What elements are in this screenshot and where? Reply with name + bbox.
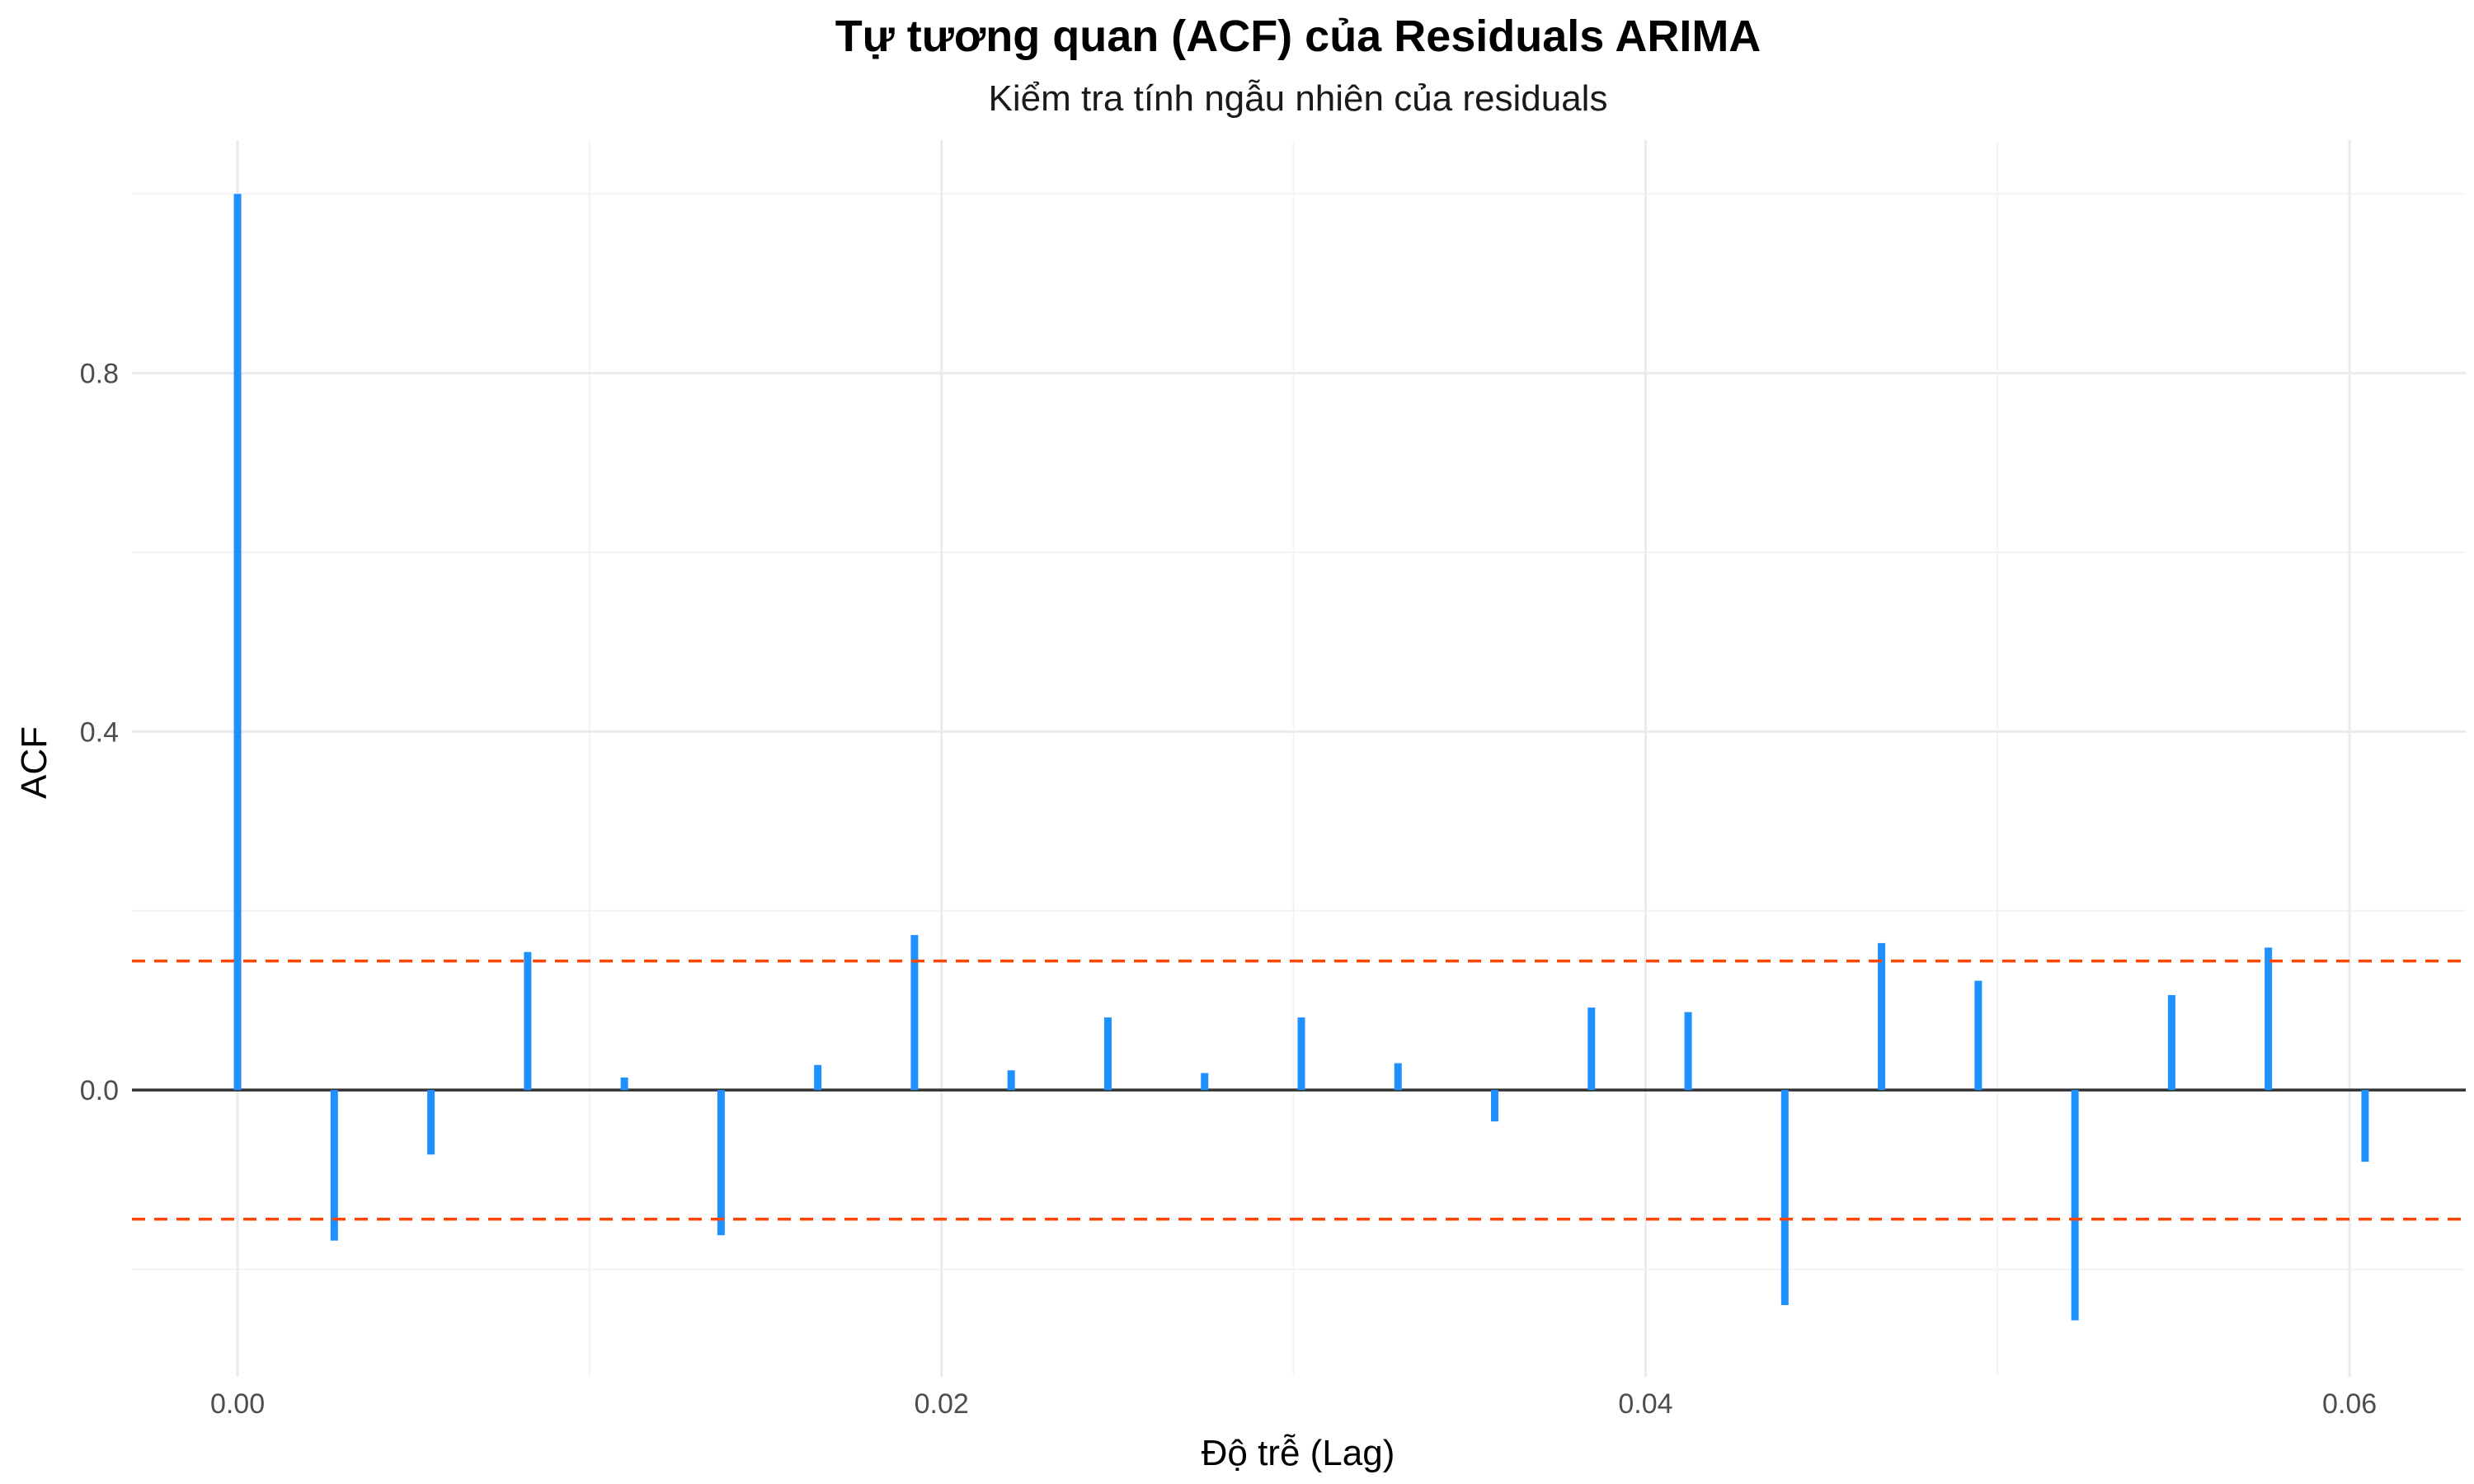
chart-subtitle: Kiểm tra tính ngẫu nhiên của residuals	[989, 78, 1608, 119]
y-tick-label: 0.8	[80, 359, 119, 390]
x-tick-label: 0.00	[210, 1388, 265, 1420]
minor-gridlines	[132, 140, 2466, 1377]
x-tick-label: 0.02	[915, 1388, 969, 1420]
x-tick-label: 0.06	[2322, 1388, 2377, 1420]
plot-area	[132, 140, 2466, 1377]
acf-bars	[233, 194, 2369, 1321]
x-axis-title: Độ trễ (Lag)	[1202, 1433, 1395, 1473]
x-axis-ticks: 0.00 0.02 0.04 0.06	[210, 1388, 2377, 1420]
y-tick-label: 0.0	[80, 1075, 119, 1106]
y-tick-label: 0.4	[80, 716, 119, 748]
y-axis-ticks: 0.0 0.4 0.8	[80, 359, 119, 1107]
confidence-bounds	[132, 959, 2466, 1221]
x-tick-label: 0.04	[1618, 1388, 1672, 1420]
y-axis-title: ACF	[14, 726, 54, 799]
major-gridlines	[132, 140, 2466, 1377]
chart-title: Tự tương quan (ACF) của Residuals ARIMA	[835, 12, 1761, 61]
